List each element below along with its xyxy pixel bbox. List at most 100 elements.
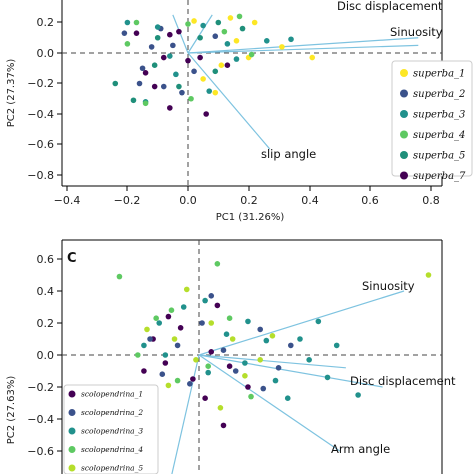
data-point: [154, 34, 161, 41]
data-point: [200, 76, 206, 82]
data-point: [153, 315, 159, 322]
data-point: [179, 89, 185, 96]
data-point: [185, 57, 191, 64]
data-point: [232, 368, 239, 374]
data-point: [242, 360, 248, 366]
loading-vector: [187, 14, 213, 54]
y-tick-label: −0.6: [27, 445, 54, 458]
legend-marker: [68, 464, 76, 472]
data-point: [355, 392, 361, 398]
data-point: [124, 19, 131, 26]
data-point: [208, 349, 215, 355]
y-tick-label: 0.2: [37, 317, 55, 330]
x-tick-label: 0.6: [361, 194, 379, 207]
panel-bottom: C Sinuosity Disc displacement Arm angle …: [6, 239, 456, 474]
data-point: [236, 13, 243, 20]
data-point: [199, 320, 205, 326]
x-tick-label: 0.0: [179, 194, 197, 207]
data-point: [165, 313, 172, 320]
data-point: [220, 347, 227, 354]
data-point: [171, 336, 178, 342]
data-point: [260, 385, 267, 392]
loading-vector: [187, 44, 419, 54]
loading-vector: [198, 354, 341, 452]
data-point: [167, 31, 173, 38]
data-point: [176, 28, 182, 35]
data-point: [191, 68, 197, 75]
data-point: [212, 33, 219, 40]
data-point: [160, 83, 167, 90]
data-point: [288, 36, 294, 43]
data-point: [156, 320, 163, 326]
data-point: [251, 19, 258, 26]
data-point: [425, 272, 432, 278]
y-tick-label: −0.2: [27, 381, 54, 394]
data-point: [205, 363, 211, 370]
x-tick-label: 0.8: [422, 194, 440, 207]
loading-label: Disc displacement: [337, 0, 443, 13]
data-point: [180, 304, 187, 310]
x-tick-label: −0.4: [54, 194, 81, 207]
data-point: [208, 320, 215, 326]
data-point: [141, 342, 147, 349]
loading-vector: [198, 354, 383, 388]
data-point: [248, 393, 254, 400]
legend: scolopendrina_1 scolopendrina_2 scolopendr…: [63, 384, 159, 474]
data-point: [197, 34, 203, 41]
legend-marker: [68, 427, 76, 435]
data-point: [121, 30, 128, 36]
data-point: [159, 371, 166, 378]
data-point: [206, 88, 213, 94]
data-point: [187, 381, 193, 387]
scatter-points: [112, 13, 316, 117]
data-point: [203, 111, 209, 117]
data-point: [223, 331, 230, 338]
data-point: [154, 24, 161, 30]
data-point: [168, 307, 175, 314]
y-tick-label: 0.2: [37, 16, 55, 29]
legend-label: superba_7: [413, 171, 466, 182]
data-point: [297, 336, 303, 342]
data-point: [226, 315, 233, 322]
loading-vectors: [172, 14, 419, 150]
data-point: [162, 360, 169, 366]
data-point: [177, 325, 184, 331]
data-point: [245, 384, 251, 390]
loading-vector: [198, 354, 346, 369]
data-point: [284, 395, 291, 402]
data-point: [185, 21, 191, 27]
data-point: [130, 97, 137, 104]
legend-label: scolopendrina_1: [81, 390, 143, 399]
loading-vector: [198, 290, 405, 356]
data-point: [133, 30, 140, 36]
data-point: [233, 38, 240, 44]
y-axis: 0.6 0.4 0.2 0.0 −0.2 −0.4 −0.6: [27, 253, 62, 458]
legend-marker: [68, 390, 76, 398]
data-point: [257, 326, 264, 333]
data-point: [248, 51, 255, 58]
data-point: [144, 326, 150, 333]
legend-label: scolopendrina_3: [81, 427, 143, 436]
y-tick-label: −0.4: [27, 108, 54, 121]
legend-label: superba_1: [413, 69, 465, 80]
data-point: [191, 18, 197, 24]
x-axis: −0.4 −0.2 0.0 0.2 0.4 0.6 0.8: [54, 186, 440, 207]
data-point: [170, 42, 176, 49]
data-point: [263, 337, 270, 344]
legend-label: scolopendrina_4: [81, 445, 143, 454]
y-tick-label: −0.8: [27, 169, 54, 182]
data-point: [220, 422, 227, 429]
data-point: [288, 342, 294, 349]
y-tick-label: −0.6: [27, 138, 54, 151]
data-point: [224, 41, 231, 47]
data-point: [200, 22, 206, 29]
loading-label: slip angle: [261, 147, 316, 161]
loading-label: Sinuosity: [362, 279, 415, 293]
data-point: [151, 62, 158, 68]
x-axis-label: PC1 (31.26%): [216, 212, 285, 223]
data-point: [133, 19, 140, 26]
data-point: [197, 54, 203, 61]
data-point: [151, 83, 158, 90]
loading-vectors: [171, 290, 405, 474]
